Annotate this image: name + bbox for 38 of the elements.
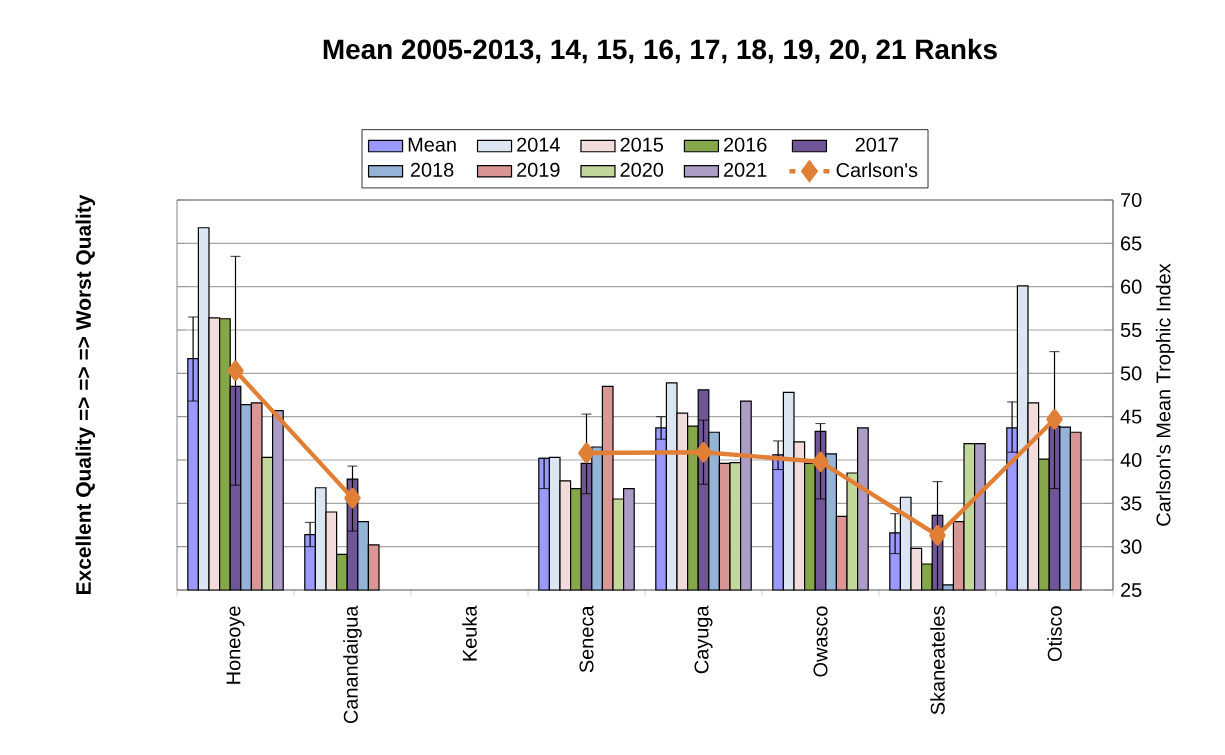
point bbox=[344, 487, 361, 509]
legend-label: 2018 bbox=[410, 162, 454, 177]
legend-label: 2016 bbox=[724, 137, 767, 152]
y2-tick-label: 45 bbox=[1120, 409, 1142, 424]
y2-tick-label: 30 bbox=[1120, 539, 1142, 554]
y2-tick-label: 50 bbox=[1120, 366, 1142, 381]
x-tick-label: Canandaigua bbox=[343, 605, 362, 724]
x-tick-label: Otisco bbox=[1047, 606, 1062, 662]
y2-tick-label: 65 bbox=[1121, 236, 1142, 251]
x-tick-label: Honeoye bbox=[226, 606, 245, 684]
y2-tick-label: 70 bbox=[1121, 192, 1142, 208]
y-axis-title: Excellent Quality => => => Worst Quality bbox=[75, 194, 96, 594]
y2-tick-label: 55 bbox=[1120, 323, 1142, 337]
chart-title: Mean 2005-2013, 14, 15, 16, 17, 18, 19, 20, 21 Ranks bbox=[323, 38, 997, 64]
x-tick-label: Owasco bbox=[813, 606, 828, 677]
point bbox=[812, 451, 829, 472]
legend-label: 2015 bbox=[620, 137, 664, 152]
point bbox=[929, 525, 946, 546]
y2-tick-label: 35 bbox=[1120, 496, 1142, 511]
x-tick-label: Keuka bbox=[462, 605, 477, 661]
legend-label: 2017 bbox=[855, 137, 899, 152]
y2-axis-title: Carlson's Mean Trophic Index bbox=[1155, 263, 1175, 526]
legend-label: 2014 bbox=[517, 137, 560, 152]
x-tick-label: Skaneateles bbox=[930, 606, 945, 715]
y2-tick-label: 25 bbox=[1121, 582, 1142, 598]
point bbox=[578, 442, 595, 464]
point bbox=[695, 442, 712, 463]
x-tick-label: Cayuga bbox=[694, 605, 713, 674]
legend-label: 2019 bbox=[517, 162, 560, 177]
point bbox=[227, 360, 244, 381]
legend-label: 2021 bbox=[724, 162, 767, 177]
point bbox=[1046, 409, 1063, 430]
y2-tick-label: 40 bbox=[1120, 452, 1142, 468]
legend-label: Carlson's bbox=[836, 162, 918, 178]
legend-label: 2020 bbox=[620, 162, 664, 177]
legend-label: Mean bbox=[408, 137, 456, 152]
x-tick-label: Seneca bbox=[579, 605, 594, 673]
y2-tick-label: 60 bbox=[1121, 279, 1142, 294]
